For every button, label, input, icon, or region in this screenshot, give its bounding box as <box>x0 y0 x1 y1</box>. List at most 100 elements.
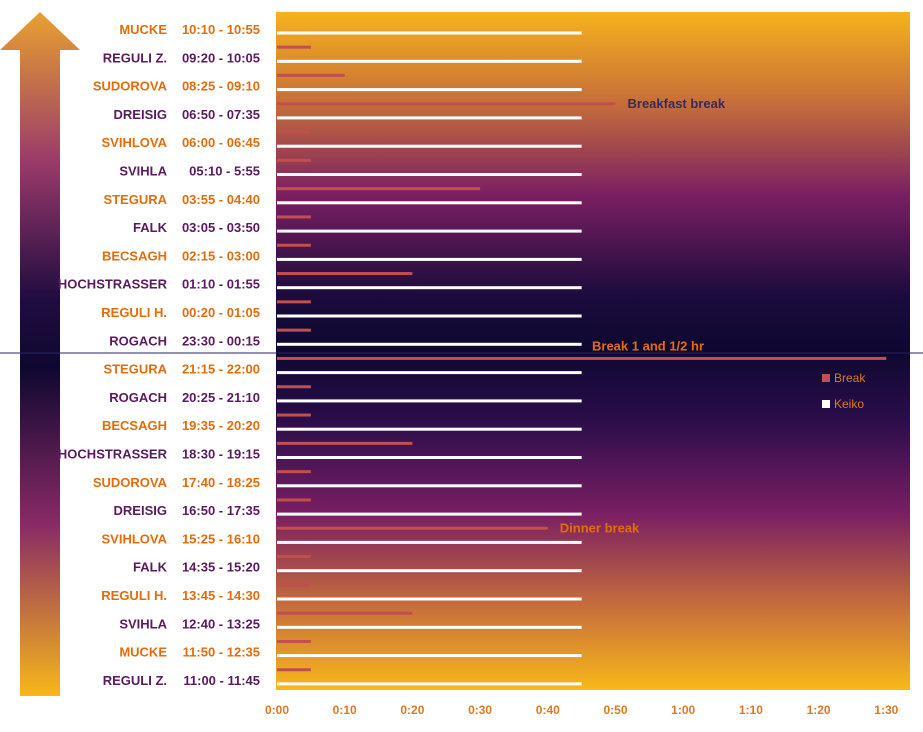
shift-time-label: 23:30 - 00:15 <box>182 333 260 348</box>
shift-name-label: FALK <box>133 560 168 575</box>
keiko-bar <box>277 31 582 35</box>
break-annotation: Dinner break <box>560 520 640 535</box>
keiko-bar <box>277 371 582 375</box>
shift-time-label: 00:20 - 01:05 <box>182 305 260 320</box>
bars <box>277 31 887 686</box>
break-bar <box>277 215 311 219</box>
shift-name-label: REGULI Z. <box>103 50 167 65</box>
break-bar <box>277 130 311 134</box>
legend-label: Break <box>834 371 866 385</box>
shift-time-label: 16:50 - 17:35 <box>182 503 260 518</box>
keiko-bar <box>277 484 582 488</box>
keiko-bar <box>277 427 582 431</box>
break-bar <box>277 73 345 77</box>
break-bar <box>277 356 887 360</box>
x-tick-label: 0:00 <box>265 703 289 717</box>
shift-name-label: ROGACH <box>109 333 167 348</box>
break-bar <box>277 470 311 474</box>
keiko-bar <box>277 540 582 544</box>
shift-name-label: BECSAGH <box>102 248 167 263</box>
break-bar <box>277 187 481 191</box>
shift-time-label: 01:10 - 01:55 <box>182 277 260 292</box>
shift-name-label: DREISIG <box>114 107 167 122</box>
shift-name-label: SVIHLA <box>119 164 167 179</box>
shift-time-label: 09:20 - 10:05 <box>182 50 260 65</box>
plot-area-background <box>276 12 910 690</box>
keiko-bar <box>277 399 582 403</box>
shift-time-label: 03:55 - 04:40 <box>182 192 260 207</box>
shift-time-label: 19:35 - 20:20 <box>182 418 260 433</box>
shift-time-label: 08:25 - 09:10 <box>182 79 260 94</box>
shift-name-label: HOCHSTRASSER <box>58 277 168 292</box>
break-bar <box>277 583 311 587</box>
shift-time-label: 17:40 - 18:25 <box>182 475 260 490</box>
shift-name-label: REGULI H. <box>101 588 167 603</box>
shift-name-label: SUDOROVA <box>93 475 168 490</box>
keiko-bar <box>277 314 582 318</box>
keiko-bar <box>277 654 582 658</box>
break-annotation: Break 1 and 1/2 hr <box>592 338 704 353</box>
keiko-bar <box>277 59 582 63</box>
shift-time-label: 11:50 - 12:35 <box>183 645 260 660</box>
break-bar <box>277 102 616 106</box>
shift-time-label: 14:35 - 15:20 <box>182 560 260 575</box>
x-tick-label: 1:00 <box>671 703 695 717</box>
shift-time-label: 06:00 - 06:45 <box>182 135 260 150</box>
break-bar <box>277 45 311 49</box>
break-bar <box>277 555 311 559</box>
keiko-bar <box>277 144 582 148</box>
x-tick-label: 0:20 <box>400 703 424 717</box>
break-bar <box>277 668 311 672</box>
break-bar <box>277 611 413 615</box>
shift-name-label: SUDOROVA <box>93 79 168 94</box>
x-tick-label: 0:40 <box>536 703 560 717</box>
x-tick-label: 1:10 <box>739 703 763 717</box>
keiko-bar <box>277 116 582 120</box>
shift-name-label: BECSAGH <box>102 418 167 433</box>
shift-time-label: 06:50 - 07:35 <box>182 107 260 122</box>
time-direction-arrow <box>0 12 80 696</box>
break-annotation: Breakfast break <box>628 96 726 111</box>
x-axis-ticks: 0:00 0:10 0:20 0:30 0:40 0:50 1:00 1:10 1:20 1:30 <box>265 703 899 717</box>
break-bar <box>277 639 311 643</box>
shift-name-label: MUCKE <box>119 645 167 660</box>
shift-time-label: 21:15 - 22:00 <box>182 362 260 377</box>
shift-time-label: 12:40 - 13:25 <box>182 616 260 631</box>
shift-name-label: DREISIG <box>114 503 167 518</box>
shift-name-label: SVIHLOVA <box>102 135 168 150</box>
shift-name-label: STEGURA <box>103 362 167 377</box>
break-bar <box>277 385 311 389</box>
break-bar <box>277 328 311 332</box>
shift-name-label: MUCKE <box>119 22 167 37</box>
x-tick-label: 1:30 <box>874 703 898 717</box>
keiko-bar <box>277 88 582 92</box>
shift-name-label: FALK <box>133 220 168 235</box>
x-tick-label: 0:30 <box>468 703 492 717</box>
keiko-bar <box>277 173 582 176</box>
shift-name-label: STEGURA <box>103 192 167 207</box>
break-bar <box>277 441 413 445</box>
shift-time-label: 10:10 - 10:55 <box>182 22 260 37</box>
shift-name-label: SVIHLA <box>119 616 167 631</box>
shift-time-label: 03:05 - 03:50 <box>182 220 260 235</box>
break-bar <box>277 526 548 530</box>
shift-time-label: 11:00 - 11:45 <box>183 673 260 688</box>
shift-time-label: 18:30 - 19:15 <box>182 447 260 462</box>
keiko-bar <box>277 597 582 601</box>
x-tick-label: 0:50 <box>603 703 627 717</box>
shift-name-label: HOCHSTRASSER <box>58 447 168 462</box>
shift-time-label: 15:25 - 16:10 <box>182 531 260 546</box>
keiko-bar <box>277 625 582 629</box>
keiko-bar <box>277 257 582 261</box>
legend-label: Keiko <box>834 397 864 411</box>
keiko-bar <box>277 682 582 686</box>
shift-name-label: REGULI H. <box>101 305 167 320</box>
legend-swatch <box>822 400 830 408</box>
x-tick-label: 1:20 <box>807 703 831 717</box>
break-bar <box>277 498 311 502</box>
keiko-bar <box>277 569 582 573</box>
annotations: Breakfast break Break 1 and 1/2 hr Dinner … <box>560 96 726 536</box>
keiko-bar <box>277 512 582 516</box>
